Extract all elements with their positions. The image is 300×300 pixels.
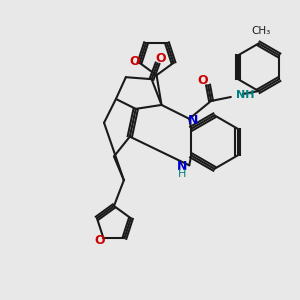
Text: N: N <box>188 114 198 127</box>
Text: NH: NH <box>236 90 254 100</box>
Text: N: N <box>177 160 188 173</box>
Text: O: O <box>198 74 208 87</box>
Text: CH₃: CH₃ <box>251 26 270 36</box>
Text: O: O <box>129 56 140 68</box>
Text: O: O <box>94 234 105 247</box>
Text: O: O <box>155 52 166 65</box>
Text: H: H <box>178 169 187 179</box>
